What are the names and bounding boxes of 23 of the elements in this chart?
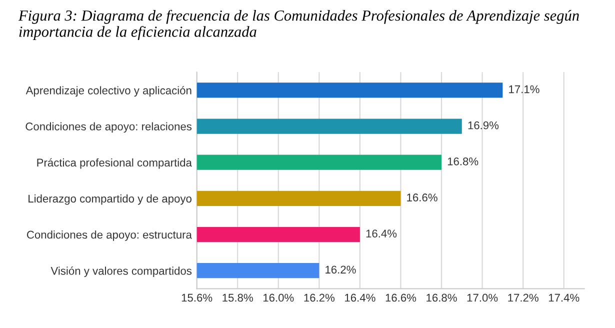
data-label: 16.8% bbox=[448, 157, 478, 166]
x-tick-label: 16.4% bbox=[345, 294, 376, 302]
x-tick-label: 17.0% bbox=[467, 294, 498, 302]
y-tick-label: Práctica profesional compartida bbox=[37, 158, 192, 169]
x-tick-label: 16.2% bbox=[304, 294, 335, 302]
x-tick-label: 17.2% bbox=[508, 294, 538, 302]
x-tick-label: 16.8% bbox=[426, 294, 457, 302]
data-label: 16.6% bbox=[407, 194, 438, 202]
data-label: 17.1% bbox=[509, 85, 540, 94]
data-label: 16.9% bbox=[468, 121, 499, 130]
y-tick-label: Condiciones de apoyo: estructura bbox=[26, 230, 192, 241]
y-tick-label: Visión y valores compartidos bbox=[50, 266, 192, 277]
x-tick-label: 17.4% bbox=[548, 294, 580, 302]
x-tick-label: 16.0% bbox=[263, 294, 294, 302]
x-tick-label: 16.6% bbox=[386, 294, 416, 302]
y-tick-label: Aprendizaje colectivo y aplicación bbox=[26, 86, 192, 97]
x-tick-label: 15.6% bbox=[182, 294, 212, 302]
data-label: 16.2% bbox=[326, 266, 356, 274]
data-label: 16.4% bbox=[366, 230, 397, 238]
y-tick-label: Condiciones de apoyo: relaciones bbox=[26, 122, 192, 133]
x-tick-label: 15.8% bbox=[222, 294, 253, 302]
chart-title: Figura 3: Diagrama de frecuencia de las Comunidades Profesionales de Aprendizaje según importancia de la eficiencia alcanzada bbox=[18, 10, 579, 40]
y-tick-label: Liderazgo compartido y de apoyo bbox=[28, 194, 192, 205]
